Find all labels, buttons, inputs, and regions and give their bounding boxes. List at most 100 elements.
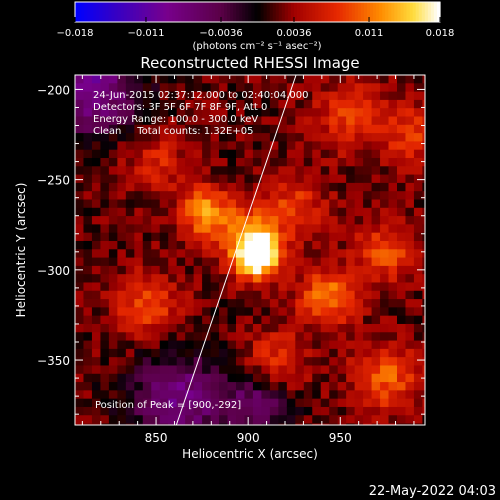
heatmap-pixel	[108, 141, 118, 151]
colorbar-cell	[108, 2, 113, 22]
heatmap-pixel	[405, 166, 415, 176]
heatmap-pixel	[210, 83, 220, 93]
heatmap-pixel	[269, 340, 279, 350]
heatmap-pixel	[278, 307, 288, 317]
heatmap-pixel	[354, 141, 364, 151]
heatmap-pixel	[219, 365, 229, 375]
heatmap-pixel	[380, 307, 390, 317]
heatmap-pixel	[269, 257, 279, 267]
heatmap-pixel	[168, 191, 178, 200]
heatmap-pixel	[380, 274, 390, 283]
heatmap-pixel	[142, 415, 152, 425]
heatmap-pixel	[320, 232, 330, 242]
heatmap-pixel	[261, 133, 271, 142]
heatmap-pixel	[219, 415, 229, 425]
heatmap-pixel	[227, 332, 237, 342]
heatmap-pixel	[244, 124, 254, 134]
heatmap-pixel	[252, 149, 262, 159]
heatmap-pixel	[185, 365, 195, 375]
colorbar-cell	[126, 2, 131, 22]
heatmap-pixel	[320, 257, 330, 267]
heatmap-pixel	[329, 406, 339, 416]
heatmap-pixel	[295, 149, 305, 159]
heatmap-pixel	[278, 274, 288, 283]
heatmap-pixel	[422, 157, 425, 167]
heatmap-pixel	[405, 182, 415, 192]
colorbar-cell	[102, 2, 107, 22]
heatmap-pixel	[413, 166, 423, 176]
colorbar-cell	[321, 2, 326, 22]
heatmap-pixel	[286, 282, 296, 292]
heatmap-pixel	[422, 216, 425, 225]
heatmap-pixel	[193, 224, 203, 234]
colorbar-cell	[379, 2, 383, 22]
heatmap-pixel	[303, 415, 313, 425]
heatmap-pixel	[168, 348, 178, 358]
heatmap-pixel	[134, 382, 144, 391]
heatmap-pixel	[159, 373, 169, 383]
heatmap-pixel	[244, 224, 254, 234]
heatmap-pixel	[227, 141, 237, 151]
heatmap-pixel	[244, 174, 254, 184]
heatmap-pixel	[159, 274, 169, 283]
heatmap-pixel	[397, 299, 406, 308]
heatmap-pixel	[413, 174, 423, 184]
heatmap-pixel	[244, 216, 254, 225]
heatmap-pixel	[210, 91, 220, 101]
heatmap-pixel	[244, 133, 254, 142]
heatmap-pixel	[168, 299, 178, 308]
heatmap-pixel	[278, 423, 288, 425]
heatmap-pixel	[354, 382, 364, 391]
heatmap-pixel	[75, 216, 84, 225]
heatmap-pixel	[422, 207, 425, 217]
heatmap-pixel	[295, 224, 305, 234]
heatmap-pixel	[413, 141, 423, 151]
colorbar-cell	[412, 2, 417, 22]
heatmap-pixel	[159, 83, 169, 93]
heatmap-pixel	[337, 249, 347, 259]
heatmap-pixel	[91, 315, 101, 325]
heatmap-pixel	[252, 282, 262, 292]
heatmap-pixel	[151, 315, 161, 325]
heatmap-pixel	[176, 390, 186, 400]
heatmap-pixel	[380, 406, 390, 416]
heatmap-pixel	[269, 91, 279, 101]
heatmap-pixel	[405, 257, 415, 267]
heatmap-pixel	[83, 116, 93, 126]
heatmap-pixel	[210, 282, 220, 292]
heatmap-pixel	[227, 340, 237, 350]
heatmap-pixel	[227, 216, 237, 225]
heatmap-pixel	[117, 108, 127, 117]
heatmap-pixel	[422, 116, 425, 126]
colorbar-cell	[333, 2, 338, 22]
heatmap-pixel	[125, 340, 135, 350]
heatmap-pixel	[329, 365, 339, 375]
heatmap-pixel	[100, 390, 110, 400]
colorbar-cell	[135, 2, 140, 22]
heatmap-pixel	[269, 357, 279, 366]
heatmap-pixel	[363, 382, 373, 391]
heatmap-pixel	[252, 423, 262, 425]
colorbar-cell	[248, 2, 253, 22]
heatmap-pixel	[91, 240, 101, 250]
heatmap-pixel	[405, 174, 415, 184]
heatmap-pixel	[134, 257, 144, 267]
heatmap-pixel	[176, 116, 186, 126]
heatmap-pixel	[185, 282, 195, 292]
heatmap-pixel	[286, 332, 296, 342]
heatmap-pixel	[108, 249, 118, 259]
heatmap-pixel	[125, 307, 135, 317]
heatmap-pixel	[193, 249, 203, 259]
heatmap-pixel	[91, 91, 101, 101]
heatmap-pixel	[388, 124, 398, 134]
heatmap-pixel	[210, 149, 220, 159]
heatmap-pixel	[193, 290, 203, 300]
heatmap-pixel	[252, 290, 262, 300]
heatmap-pixel	[329, 265, 339, 275]
heatmap-pixel	[91, 274, 101, 283]
heatmap-pixel	[100, 357, 110, 366]
heatmap-pixel	[202, 149, 212, 159]
heatmap-pixel	[371, 216, 381, 225]
heatmap-pixel	[295, 365, 305, 375]
heatmap-pixel	[346, 216, 356, 225]
